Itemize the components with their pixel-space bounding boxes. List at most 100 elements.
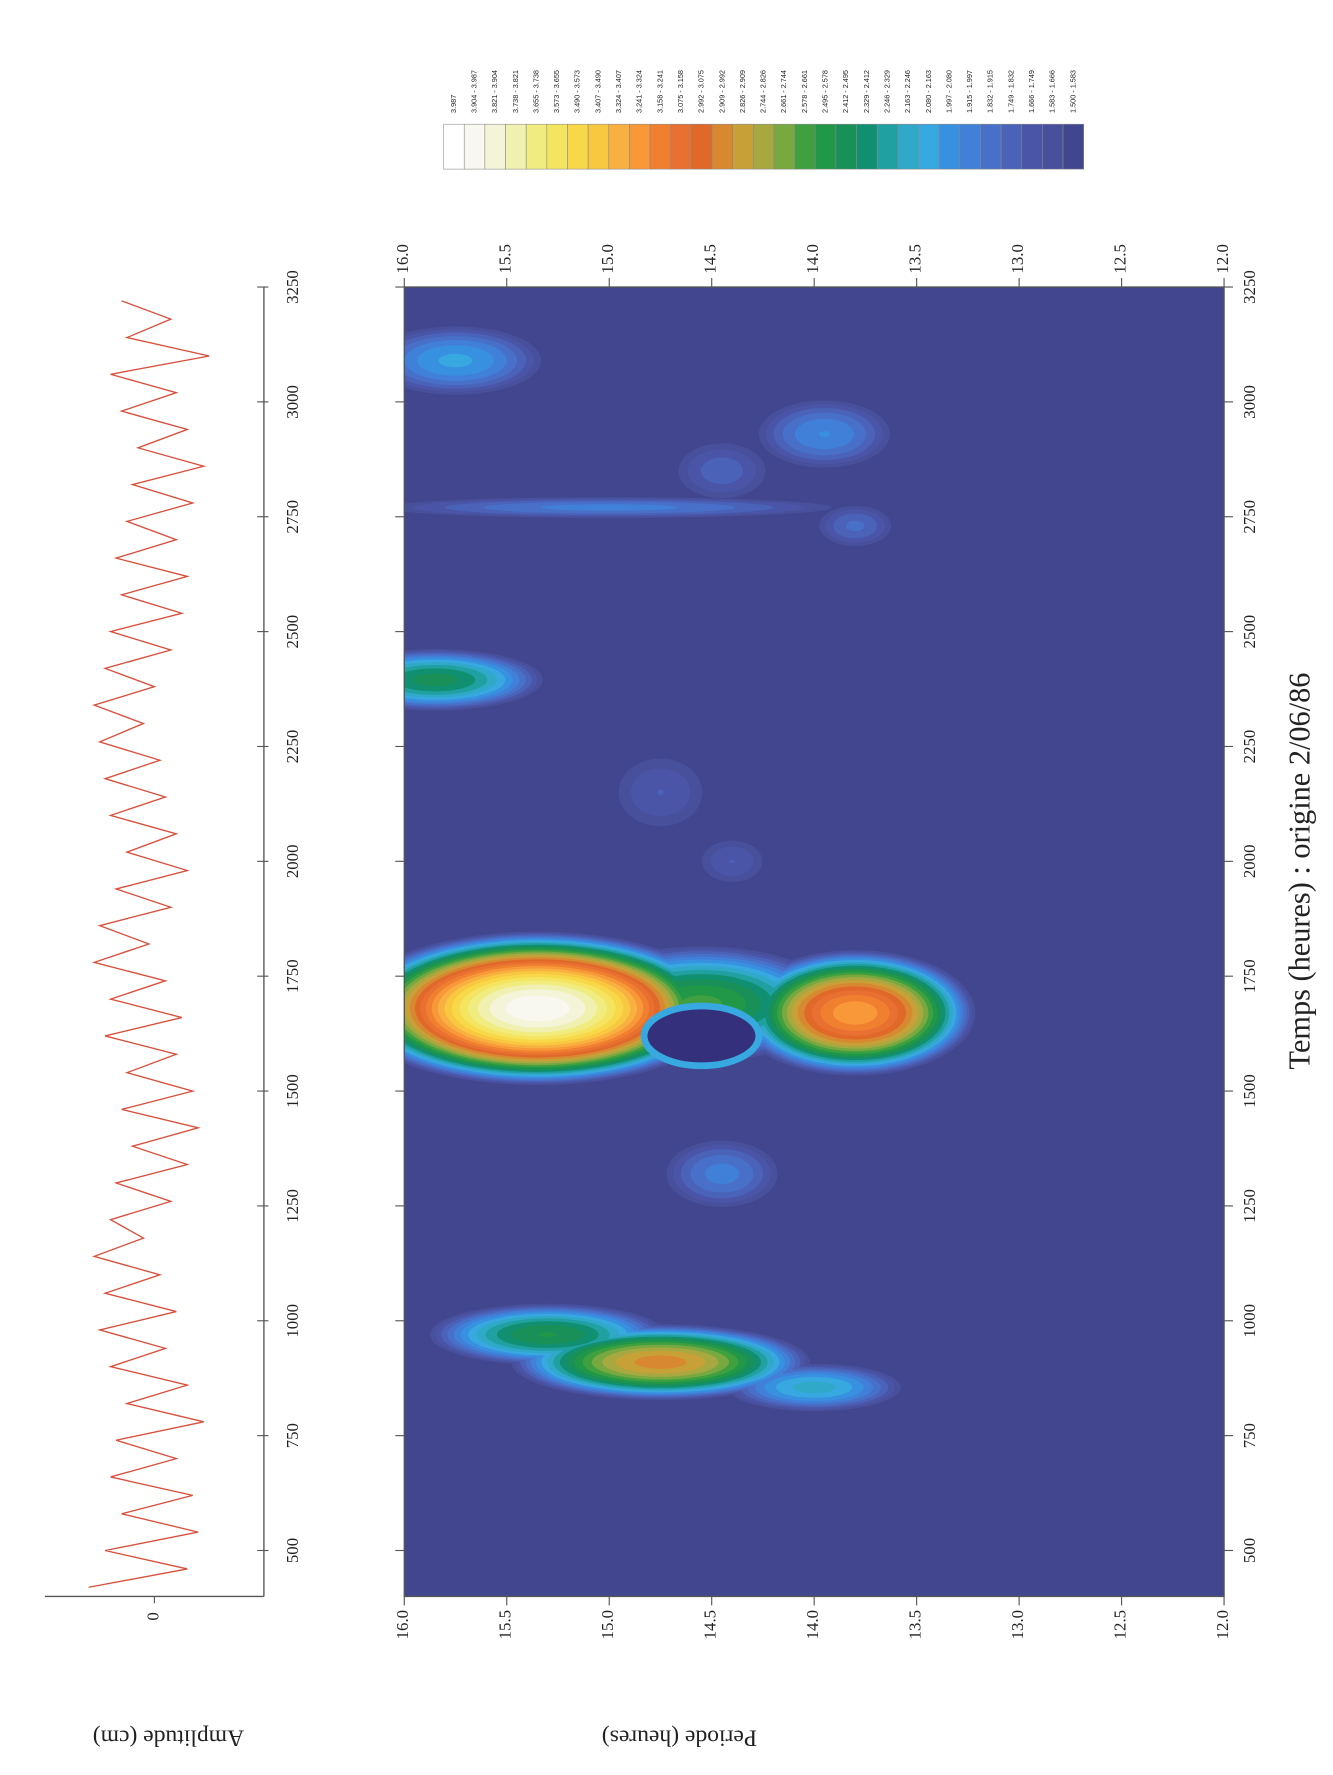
y-tick-label-right: 13.5 <box>906 244 925 273</box>
x-tick-label: 2500 <box>283 615 302 649</box>
colorbar-label: 3.738 - 3.821 <box>511 70 520 113</box>
colorbar-swatch <box>567 123 589 170</box>
colorbar-label: 3.324 - 3.407 <box>614 70 623 113</box>
colorbar-label: 3.655 - 3.738 <box>531 70 540 113</box>
x-tick-label: 500 <box>1240 1538 1259 1563</box>
y-tick-label: 12.5 <box>1110 1610 1129 1639</box>
colorbar-swatch <box>1021 123 1043 170</box>
contour-level <box>412 673 458 687</box>
colorbar-swatch <box>484 123 506 170</box>
colorbar-swatch <box>938 123 961 170</box>
y-tick-label: 14.5 <box>701 1610 720 1639</box>
colorbar-label: 1.749 - 1.832 <box>1006 70 1015 113</box>
colorbar-label: 2.495 - 2.578 <box>821 70 830 113</box>
colorbar-swatch <box>629 123 651 170</box>
y-tick-label-right: 13.0 <box>1008 244 1027 273</box>
colorbar-label: 3.490 - 3.573 <box>573 70 582 113</box>
x-axis-label: Temps (heures) : origine 2/06/86 <box>1283 673 1317 1070</box>
x-tick-label: 3250 <box>1240 270 1259 304</box>
colorbar-swatch <box>546 123 568 170</box>
colorbar-label: 2.909 - 2.992 <box>717 70 726 113</box>
colorbar-label: 3.987 <box>449 95 458 113</box>
colorbar-swatch <box>773 123 795 170</box>
x-tick-label: 2250 <box>283 730 302 764</box>
y-tick-label: 0 <box>143 1612 162 1620</box>
x-tick-label: 750 <box>1240 1423 1259 1448</box>
contour-level <box>704 1163 740 1185</box>
colorbar-swatch <box>753 123 775 170</box>
contour-level <box>634 1355 687 1369</box>
colorbar-label: 3.573 - 3.655 <box>552 70 561 113</box>
colorbar-swatch <box>649 123 672 170</box>
colorbar-label: 2.661 - 2.744 <box>779 70 788 113</box>
colorbar-swatch <box>835 123 857 170</box>
x-tick-label: 3000 <box>283 385 302 419</box>
contour-level <box>657 789 664 796</box>
contour-level <box>729 859 735 863</box>
colorbar-label: 3.821 - 3.904 <box>490 70 499 113</box>
colorbar-label: 1.997 - 2.080 <box>944 70 953 113</box>
x-tick-label: 1000 <box>1240 1304 1259 1338</box>
colorbar-swatch <box>505 123 527 170</box>
colorbar-label: 2.578 - 2.661 <box>800 70 809 113</box>
y-tick-label: 14.0 <box>803 1610 822 1639</box>
x-tick-label: 500 <box>283 1538 302 1563</box>
colorbar-swatch <box>856 123 878 170</box>
colorbar-swatch <box>587 123 610 170</box>
contour-level <box>818 431 830 437</box>
colorbar-swatch <box>918 123 940 170</box>
heatmap-background <box>404 287 1225 1597</box>
heatmap <box>404 326 976 1412</box>
x-tick-label: 1250 <box>1240 1189 1259 1223</box>
colorbar-swatch <box>608 123 630 170</box>
colorbar-swatch <box>711 123 733 170</box>
colorbar-swatch <box>1000 123 1023 170</box>
colorbar-label: 1.583 - 1.666 <box>1048 70 1057 113</box>
x-tick-label: 1750 <box>1240 959 1259 993</box>
y-axis-label: Periode (heures) <box>602 1724 757 1750</box>
colorbar-label: 3.241 - 3.324 <box>635 70 644 113</box>
x-tick-label: 3000 <box>1240 385 1259 419</box>
rotated-figure: 0 500 750 1000 1250 1500 1750 2000 2250 2500 2750 3… <box>44 70 1317 1750</box>
colorbar-swatch <box>794 123 816 170</box>
y-tick-label-right: 14.0 <box>803 244 822 273</box>
contour-level <box>438 353 473 368</box>
colorbar-swatch <box>691 123 713 170</box>
colorbar-swatch <box>1042 123 1064 170</box>
colorbar-label: 1.500 - 1.583 <box>1068 70 1077 113</box>
x-tick-label: 1750 <box>283 959 302 993</box>
x-tick-label: 1000 <box>283 1304 302 1338</box>
y-tick-label: 13.0 <box>1008 1610 1027 1639</box>
x-tick-label: 2000 <box>1240 845 1259 879</box>
colorbar-label: 2.826 - 2.909 <box>738 70 747 113</box>
colorbar-swatch <box>732 123 754 170</box>
contour-level <box>539 1332 557 1337</box>
x-tick-label: 1250 <box>283 1189 302 1223</box>
colorbar-label: 2.744 - 2.826 <box>759 70 768 113</box>
y-tick-label-right: 16.0 <box>393 244 412 273</box>
x-tick-label: 2500 <box>1240 615 1259 649</box>
colorbar-swatch <box>525 123 548 170</box>
colorbar-label: 3.904 - 3.987 <box>469 70 478 113</box>
colorbar-label: 1.832 - 1.915 <box>986 70 995 113</box>
y-axis-label: Amplitude (cm) <box>93 1724 244 1750</box>
colorbar-label: 2.080 - 2.163 <box>924 70 933 113</box>
x-tick-label: 1500 <box>283 1074 302 1108</box>
y-tick-label-right: 15.0 <box>598 244 617 273</box>
x-tick-label: 2000 <box>283 845 302 879</box>
colorbar-label: 2.246 - 2.329 <box>882 70 891 113</box>
x-tick-label: 750 <box>283 1423 302 1448</box>
colorbar-swatch <box>959 123 981 170</box>
y-tick-label: 16.0 <box>393 1610 412 1639</box>
y-tick-label-right: 14.5 <box>701 244 720 273</box>
y-tick-label: 15.0 <box>598 1610 617 1639</box>
x-tick-label: 2750 <box>283 500 302 534</box>
colorbar-swatch <box>463 123 486 170</box>
contour-level <box>832 1001 878 1025</box>
colorbar-label: 3.407 - 3.490 <box>593 70 602 113</box>
y-tick-label: 12.0 <box>1213 1610 1232 1639</box>
y-tick-label-right: 15.5 <box>496 244 515 273</box>
colorbar-swatch <box>1062 123 1084 170</box>
colorbar-swatch <box>443 123 465 170</box>
colorbar-label: 2.412 - 2.495 <box>841 70 850 113</box>
